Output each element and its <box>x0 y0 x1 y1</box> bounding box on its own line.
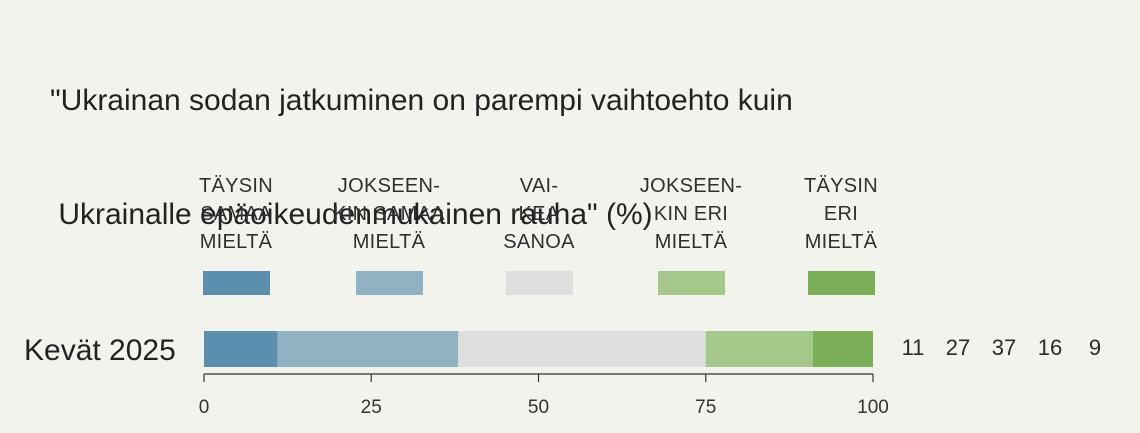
legend-swatch-jokseenkin-eri <box>658 271 725 295</box>
legend-label-line: MIELTÄ <box>352 231 426 253</box>
legend-item-jokseenkin-eri: JOKSEEN- KIN ERI MIELTÄ <box>611 172 771 256</box>
legend-label-line: MIELTÄ <box>654 231 728 253</box>
bar-segment-5 <box>812 331 873 367</box>
x-tick-label: 75 <box>695 397 716 418</box>
legend-label-line: KIN SAMAA <box>333 203 445 225</box>
chart-title-line-1: "Ukrainan sodan jatkuminen on parempi va… <box>50 84 793 117</box>
legend-label-line: MIELTÄ <box>199 231 273 253</box>
value-label-4: 16 <box>1037 335 1063 360</box>
x-tick-label: 50 <box>528 397 549 418</box>
legend-label: TÄYSIN SAMAA MIELTÄ <box>156 172 316 256</box>
legend-label: VAI- KEA SANOA <box>459 172 619 256</box>
value-label-1: 11 <box>901 335 925 360</box>
chart-title-line-2: Ukrainalle epäoikeudenmukainen rauha" (%… <box>50 198 653 231</box>
legend-swatch-jokseenkin-samaa <box>356 271 423 295</box>
x-tick-label: 0 <box>199 397 210 418</box>
legend-label-line: KEA <box>518 203 560 225</box>
bar-segment-1 <box>204 331 278 367</box>
legend-swatch-taysin-eri <box>808 271 875 295</box>
value-label-5: 9 <box>1088 335 1102 360</box>
legend-label-line: TÄYSIN <box>803 175 879 197</box>
legend-label-line: SANOA <box>503 231 575 253</box>
value-label-2: 27 <box>945 335 971 360</box>
legend-label: JOKSEEN- KIN SAMAA MIELTÄ <box>309 172 469 256</box>
legend-item-taysin-samaa: TÄYSIN SAMAA MIELTÄ <box>156 172 316 256</box>
legend-label-line: JOKSEEN- <box>337 175 441 197</box>
x-tick-label: 100 <box>857 397 889 418</box>
legend-label-line: ERI <box>823 203 859 225</box>
legend-label-line: VAI- <box>519 175 559 197</box>
legend-label-line: TÄYSIN <box>198 175 274 197</box>
bar-segment-3 <box>458 331 706 367</box>
legend-label-line: KIN ERI <box>653 203 729 225</box>
legend-label: JOKSEEN- KIN ERI MIELTÄ <box>611 172 771 256</box>
legend-item-vaikea-sanoa: VAI- KEA SANOA <box>459 172 619 256</box>
bar-segment-4 <box>705 331 813 367</box>
value-label-3: 37 <box>991 335 1017 360</box>
legend-swatch-vaikea-sanoa <box>506 271 573 295</box>
legend-item-taysin-eri: TÄYSIN ERI MIELTÄ <box>761 172 921 256</box>
x-tick-label: 25 <box>361 397 382 418</box>
legend-label-line: MIELTÄ <box>804 231 878 253</box>
chart-title: "Ukrainan sodan jatkuminen on parempi va… <box>50 6 793 272</box>
legend-label: TÄYSIN ERI MIELTÄ <box>761 172 921 256</box>
category-label: Kevät 2025 <box>24 334 176 367</box>
legend-swatch-taysin-samaa <box>203 271 270 295</box>
legend-label-line: SAMAA <box>200 203 272 225</box>
legend-label-line: JOKSEEN- <box>639 175 743 197</box>
legend-item-jokseenkin-samaa: JOKSEEN- KIN SAMAA MIELTÄ <box>309 172 469 256</box>
bar-segment-2 <box>277 331 459 367</box>
